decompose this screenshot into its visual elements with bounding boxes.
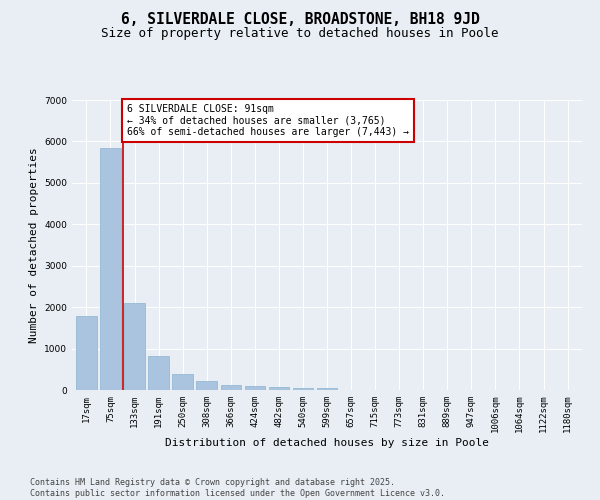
Bar [148, 356, 169, 390]
X-axis label: Distribution of detached houses by size in Poole: Distribution of detached houses by size … [165, 438, 489, 448]
Text: 6 SILVERDALE CLOSE: 91sqm
← 34% of detached houses are smaller (3,765)
66% of se: 6 SILVERDALE CLOSE: 91sqm ← 34% of detac… [127, 104, 409, 138]
Bar [124, 304, 145, 390]
Text: 6, SILVERDALE CLOSE, BROADSTONE, BH18 9JD: 6, SILVERDALE CLOSE, BROADSTONE, BH18 9J… [121, 12, 479, 28]
Bar [172, 374, 193, 390]
Bar [317, 388, 337, 390]
Text: Contains HM Land Registry data © Crown copyright and database right 2025.
Contai: Contains HM Land Registry data © Crown c… [30, 478, 445, 498]
Bar [76, 316, 97, 390]
Text: Size of property relative to detached houses in Poole: Size of property relative to detached ho… [101, 28, 499, 40]
Bar [269, 387, 289, 390]
Bar [196, 382, 217, 390]
Bar [221, 385, 241, 390]
Bar [293, 388, 313, 390]
Y-axis label: Number of detached properties: Number of detached properties [29, 147, 38, 343]
Bar [100, 148, 121, 390]
Bar [245, 386, 265, 390]
